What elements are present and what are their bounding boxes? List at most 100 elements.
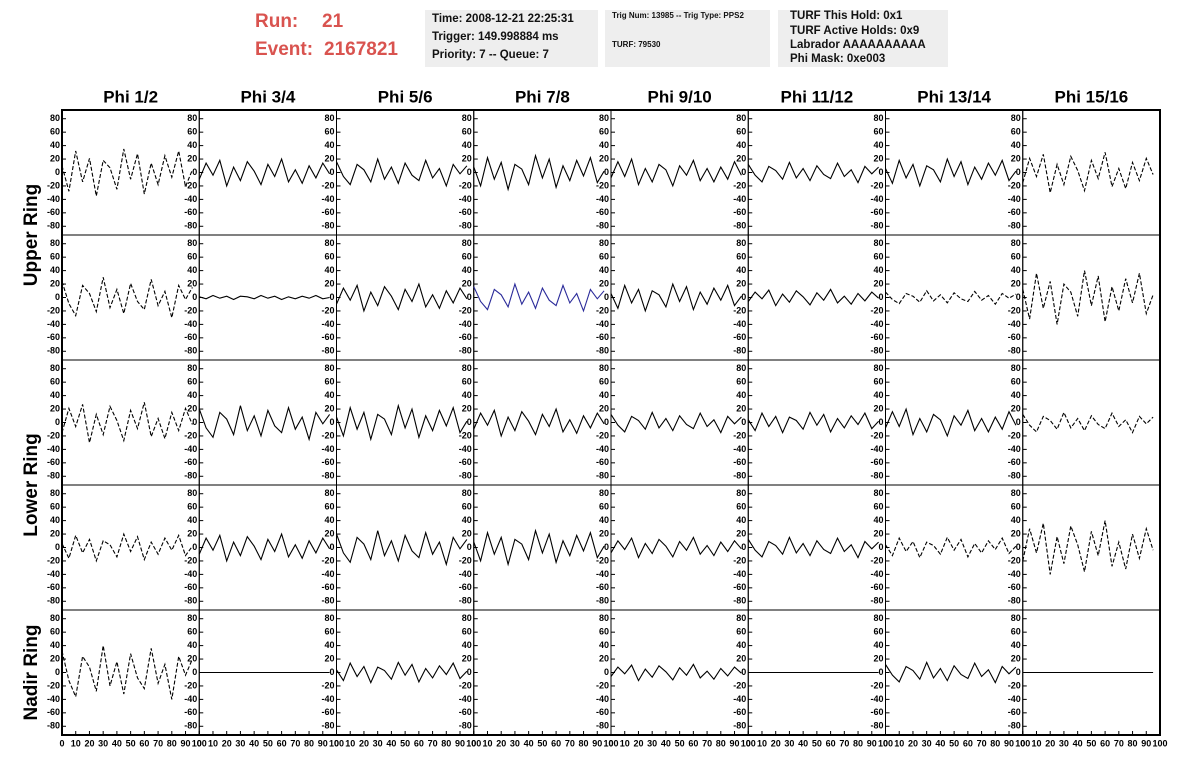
x-tick-label: 10 xyxy=(482,738,492,748)
x-tick-label: 30 xyxy=(647,738,657,748)
y-tick-label: 60 xyxy=(324,627,334,637)
y-tick-label: 80 xyxy=(187,613,197,623)
x-tick-label: 70 xyxy=(1114,738,1124,748)
y-tick-label: -80 xyxy=(733,221,746,231)
y-tick-label: 0 xyxy=(55,542,60,552)
y-tick-label: 20 xyxy=(324,653,334,663)
y-tick-label: 80 xyxy=(187,363,197,373)
y-tick-label: 40 xyxy=(50,265,60,275)
waveform xyxy=(1022,152,1154,193)
y-tick-label: 40 xyxy=(50,515,60,525)
event-number: 2167821 xyxy=(324,39,398,60)
y-tick-label: 60 xyxy=(1011,252,1021,262)
y-tick-label: 40 xyxy=(187,140,197,150)
y-tick-label: 0 xyxy=(467,167,472,177)
y-tick-label: 80 xyxy=(599,363,609,373)
y-tick-label: 80 xyxy=(1011,488,1021,498)
y-tick-label: 40 xyxy=(187,640,197,650)
x-tick-label: 70 xyxy=(977,738,987,748)
y-tick-label: 0 xyxy=(1016,292,1021,302)
panel-frame xyxy=(610,109,749,236)
panel-frame xyxy=(1022,484,1161,611)
y-tick-label: -80 xyxy=(596,346,609,356)
y-tick-label: -60 xyxy=(870,707,883,717)
x-tick-label: 80 xyxy=(167,738,177,748)
y-tick-label: -60 xyxy=(596,332,609,342)
y-tick-label: -60 xyxy=(459,457,472,467)
y-tick-label: 40 xyxy=(599,515,609,525)
y-tick-label: -60 xyxy=(321,457,334,467)
x-tick-label: 0 xyxy=(59,738,64,748)
y-tick-label: -60 xyxy=(1008,582,1021,592)
y-tick-label: 80 xyxy=(1011,113,1021,123)
y-tick-label: -60 xyxy=(733,707,746,717)
y-tick-label: 0 xyxy=(741,542,746,552)
y-tick-label: 60 xyxy=(599,252,609,262)
y-tick-label: 40 xyxy=(324,515,334,525)
y-tick-label: 0 xyxy=(467,542,472,552)
y-tick-label: 60 xyxy=(50,127,60,137)
y-tick-label: -80 xyxy=(733,721,746,731)
y-tick-label: -60 xyxy=(459,332,472,342)
y-tick-label: -60 xyxy=(596,457,609,467)
info-text: Time: 2008-12-21 22:25:31 xyxy=(432,13,574,25)
y-tick-label: 60 xyxy=(324,502,334,512)
y-tick-label: 80 xyxy=(873,488,883,498)
y-tick-label: -80 xyxy=(870,471,883,481)
y-tick-label: -40 xyxy=(733,569,746,579)
x-tick-label: 10 xyxy=(345,738,355,748)
panel-frame xyxy=(473,109,612,236)
y-tick-label: -80 xyxy=(1008,221,1021,231)
waveform xyxy=(61,532,193,563)
y-tick-label: 20 xyxy=(462,528,472,538)
x-tick-label: 10 xyxy=(620,738,630,748)
column-label: Phi 1/2 xyxy=(103,87,158,106)
y-tick-label: -60 xyxy=(1008,707,1021,717)
y-tick-label: -20 xyxy=(870,305,883,315)
y-tick-label: -60 xyxy=(459,707,472,717)
panel-frame xyxy=(336,359,475,486)
x-tick-label: 20 xyxy=(84,738,94,748)
x-tick-label: 50 xyxy=(400,738,410,748)
y-tick-label: 0 xyxy=(604,417,609,427)
y-tick-label: -40 xyxy=(47,444,60,454)
waveform xyxy=(473,407,605,438)
y-tick-label: -40 xyxy=(870,319,883,329)
x-tick-label: 40 xyxy=(386,738,396,748)
y-tick-label: 60 xyxy=(462,502,472,512)
x-tick-label: 50 xyxy=(812,738,822,748)
y-tick-label: -40 xyxy=(596,694,609,704)
y-tick-label: -60 xyxy=(321,582,334,592)
x-tick-label: 0 xyxy=(746,738,751,748)
y-tick-label: 40 xyxy=(599,265,609,275)
y-tick-label: -40 xyxy=(184,444,197,454)
info-text: Labrador AAAAAAAAAA xyxy=(790,39,926,51)
y-tick-label: 20 xyxy=(873,403,883,413)
y-tick-label: -60 xyxy=(184,332,197,342)
y-tick-label: 80 xyxy=(324,363,334,373)
y-tick-label: -20 xyxy=(321,555,334,565)
y-tick-label: 20 xyxy=(873,278,883,288)
y-tick-label: -20 xyxy=(184,430,197,440)
x-tick-label: 30 xyxy=(922,738,932,748)
y-tick-label: 0 xyxy=(1016,667,1021,677)
panel-frame xyxy=(610,609,749,736)
x-tick-label: 70 xyxy=(565,738,575,748)
y-tick-label: 0 xyxy=(467,667,472,677)
panel-frame xyxy=(1022,109,1161,236)
x-tick-label: 90 xyxy=(592,738,602,748)
y-tick-label: -20 xyxy=(733,305,746,315)
y-tick-label: -40 xyxy=(596,569,609,579)
y-tick-label: 20 xyxy=(50,653,60,663)
x-tick-label: 30 xyxy=(235,738,245,748)
y-tick-label: -20 xyxy=(870,555,883,565)
x-tick-label: 40 xyxy=(661,738,671,748)
x-tick-label: 80 xyxy=(990,738,1000,748)
y-tick-label: -20 xyxy=(596,555,609,565)
panel-frame xyxy=(336,234,475,361)
y-tick-label: -80 xyxy=(733,596,746,606)
waveform xyxy=(336,661,468,684)
x-tick-label: 30 xyxy=(98,738,108,748)
y-tick-label: 40 xyxy=(736,640,746,650)
y-tick-label: 40 xyxy=(1011,640,1021,650)
